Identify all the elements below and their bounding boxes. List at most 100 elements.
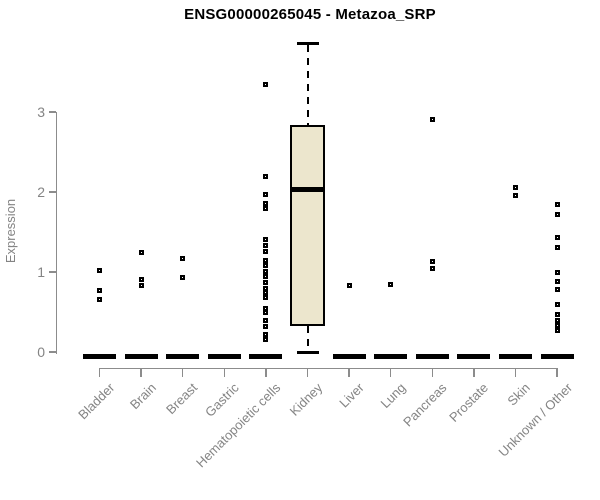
x-axis-tick — [98, 367, 101, 377]
x-axis-category-label: Lung — [377, 380, 409, 412]
outlier-point — [263, 236, 269, 242]
x-axis-category-label: Pancreas — [400, 380, 450, 430]
y-tick-label: 3 — [37, 104, 45, 120]
outlier-point — [263, 243, 269, 249]
outlier-point — [513, 192, 518, 198]
zero-median-bar — [166, 353, 200, 359]
x-axis-category-label: Bladder — [74, 380, 118, 423]
x-axis-tick — [556, 367, 558, 377]
outlier-point — [429, 116, 435, 122]
outlier-point — [263, 285, 269, 291]
x-axis-tick — [140, 367, 142, 377]
x-axis-tick — [473, 367, 475, 377]
outlier-point — [263, 191, 269, 197]
zero-median-bar — [124, 353, 158, 359]
x-axis-tick — [514, 367, 517, 377]
zero-median-bar — [540, 353, 574, 359]
x-axis-category-label: Kidney — [286, 380, 326, 419]
outlier-point — [263, 258, 269, 264]
outlier-point — [97, 267, 102, 273]
outlier-point — [554, 317, 560, 323]
outlier-point — [429, 259, 435, 265]
outlier-point — [138, 276, 144, 282]
outlier-point — [554, 323, 560, 329]
x-axis-tick — [181, 367, 184, 377]
x-axis-category-label: Liver — [336, 380, 367, 411]
outlier-point — [263, 295, 269, 301]
outlier-point — [263, 318, 269, 324]
outlier-point — [138, 249, 144, 255]
outlier-point — [263, 248, 269, 254]
y-axis-tick — [48, 271, 56, 273]
x-axis-category-label: Gastric — [202, 380, 242, 420]
x-axis-category-label: Prostate — [446, 380, 492, 425]
y-tick-label: 0 — [37, 344, 45, 360]
lower-whisker — [306, 326, 309, 351]
x-axis-tick — [306, 367, 309, 377]
x-axis-line — [98, 367, 558, 369]
outlier-point — [554, 270, 560, 276]
outlier-point — [263, 173, 269, 179]
outlier-point — [554, 311, 560, 317]
outlier-point — [263, 200, 269, 206]
outlier-point — [263, 290, 269, 296]
outlier-point — [138, 283, 144, 289]
outlier-point — [554, 202, 560, 208]
y-tick-label: 2 — [37, 184, 45, 200]
y-tick-label: 1 — [37, 264, 45, 280]
outlier-point — [263, 323, 269, 329]
x-axis-tick — [431, 367, 434, 377]
outlier-point — [180, 275, 186, 281]
outlier-point — [97, 287, 102, 293]
outlier-point — [263, 279, 269, 285]
zero-median-bar — [332, 353, 366, 359]
y-axis-tick — [48, 351, 56, 353]
outlier-point — [554, 279, 560, 285]
outlier-point — [429, 266, 435, 272]
outlier-point — [554, 327, 560, 333]
x-axis-tick — [389, 367, 392, 377]
outlier-point — [346, 283, 352, 289]
x-axis-category-label: Breast — [163, 380, 201, 418]
zero-median-bar — [249, 353, 283, 359]
outlier-point — [263, 336, 269, 342]
x-axis-category-label: Unknown / Other — [495, 380, 575, 460]
outlier-point — [180, 255, 186, 261]
outlier-point — [263, 263, 269, 269]
zero-median-bar — [374, 353, 408, 359]
zero-median-bar — [415, 353, 449, 359]
zero-median-bar — [457, 353, 491, 359]
outlier-point — [554, 211, 560, 217]
outlier-point — [513, 184, 518, 190]
outlier-point — [554, 287, 560, 293]
chart-title: ENSG00000265045 - Metazoa_SRP — [184, 6, 436, 23]
upper-whisker — [306, 44, 309, 125]
box — [290, 124, 325, 327]
zero-median-bar — [83, 353, 116, 359]
x-axis-tick — [265, 367, 267, 377]
median-line — [290, 187, 325, 193]
outlier-point — [554, 244, 560, 250]
x-axis-tick — [223, 367, 226, 377]
outlier-point — [554, 235, 560, 241]
outlier-point — [554, 302, 560, 308]
y-axis-tick — [48, 111, 56, 113]
outlier-point — [263, 268, 269, 274]
lower-whisker-cap — [296, 350, 319, 354]
y-axis-tick — [48, 191, 56, 193]
outlier-point — [263, 273, 269, 279]
x-axis-category-label: Skin — [504, 380, 534, 409]
x-axis-category-label: Brain — [126, 380, 159, 413]
y-axis-line — [55, 112, 57, 354]
outlier-point — [263, 331, 269, 337]
zero-median-bar — [499, 353, 532, 359]
upper-whisker-cap — [296, 41, 319, 45]
x-axis-tick — [348, 367, 350, 377]
outlier-point — [263, 81, 269, 87]
outlier-point — [388, 282, 394, 288]
outlier-point — [97, 296, 102, 302]
outlier-point — [263, 309, 269, 315]
outlier-point — [263, 206, 269, 212]
